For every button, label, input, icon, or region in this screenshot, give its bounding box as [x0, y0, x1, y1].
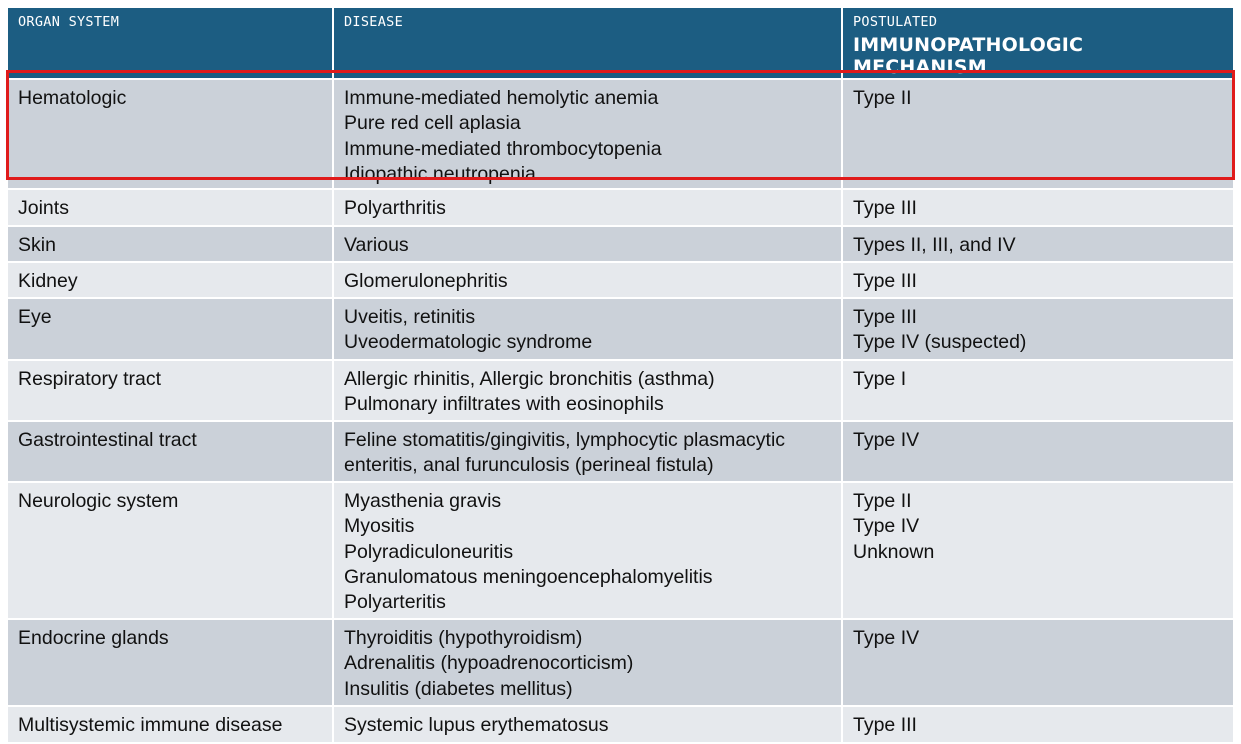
header-disease-label: DISEASE: [344, 14, 403, 30]
organ-system-text: Kidney: [18, 270, 78, 292]
disease-table-container: ORGAN SYSTEM DISEASE POSTULATED IMMUNOPA…: [8, 8, 1233, 742]
mechanism-line: Type III: [853, 270, 917, 292]
table-row: Respiratory tract Allergic rhinitis, Alle…: [8, 359, 1233, 421]
organ-system-text: Neurologic system: [18, 490, 179, 512]
header-organ-system-label: ORGAN SYSTEM: [18, 14, 120, 30]
organ-system-text: Eye: [18, 306, 52, 328]
disease-line: Polyarteritis: [344, 591, 446, 614]
organ-system-cell: Hematologic: [8, 78, 334, 189]
disease-cell: Allergic rhinitis, Allergic bronchitis (…: [333, 359, 843, 421]
disease-line: Adrenalitis (hypoadrenocorticism): [344, 652, 634, 675]
organ-system-text: Multisystemic immune disease: [18, 714, 283, 736]
disease-line: Uveodermatologic syndrome: [344, 331, 593, 354]
mechanism-line: Types II, III, and IV: [853, 234, 1016, 256]
mechanism-cell: Type III: [842, 705, 1233, 742]
organ-system-cell: Endocrine glands: [8, 618, 334, 706]
mechanism-cell: Type IV: [842, 618, 1233, 706]
disease-cell: Various: [333, 225, 843, 262]
table-row: Gastrointestinal tract Feline stomatitis/…: [8, 420, 1233, 482]
table-header: ORGAN SYSTEM DISEASE POSTULATED IMMUNOPA…: [8, 8, 1233, 79]
table-row: Endocrine glands Thyroiditis (hypothyroid…: [8, 618, 1233, 706]
header-organ-system: ORGAN SYSTEM: [8, 8, 334, 79]
disease-line: Pulmonary infiltrates with eosinophils: [344, 393, 664, 416]
mechanism-cell: Type III Type IV (suspected): [842, 297, 1233, 360]
disease-line: Myasthenia gravis: [344, 490, 502, 512]
mechanism-cell: Type III: [842, 188, 1233, 226]
disease-line: Pure red cell aplasia: [344, 112, 521, 135]
organ-system-text: Joints: [18, 197, 69, 219]
mechanism-line: Type IV (suspected): [853, 331, 1027, 354]
mechanism-line: Type I: [853, 368, 907, 390]
mechanism-cell: Types II, III, and IV: [842, 225, 1233, 262]
organ-system-cell: Multisystemic immune disease: [8, 705, 334, 742]
disease-line: Glomerulonephritis: [344, 270, 508, 292]
mechanism-line: Type IV: [853, 627, 920, 649]
mechanism-cell: Type II: [842, 78, 1233, 189]
mechanism-cell: Type IV: [842, 420, 1233, 482]
mechanism-line: Type II: [853, 87, 912, 109]
disease-cell: Myasthenia gravis Myositis Polyradiculoneu…: [333, 481, 843, 619]
mechanism-cell: Type II Type IV Unknown: [842, 481, 1233, 619]
organ-system-text: Skin: [18, 234, 56, 256]
organ-system-cell: Eye: [8, 297, 334, 360]
disease-line: Various: [344, 234, 409, 256]
disease-line: Thyroiditis (hypothyroidism): [344, 627, 583, 649]
disease-cell: Immune-mediated hemolytic anemia Pure red…: [333, 78, 843, 189]
mechanism-cell: Type III: [842, 261, 1233, 298]
header-row: ORGAN SYSTEM DISEASE POSTULATED IMMUNOPA…: [8, 8, 1233, 79]
disease-line: Immune-mediated hemolytic anemia: [344, 87, 659, 109]
table-row: Joints Polyarthritis Type III: [8, 188, 1233, 226]
header-disease: DISEASE: [333, 8, 843, 79]
organ-system-cell: Neurologic system: [8, 481, 334, 619]
mechanism-line: Type II: [853, 490, 912, 512]
organ-system-cell: Skin: [8, 225, 334, 262]
organ-system-text: Respiratory tract: [18, 368, 162, 390]
disease-line: Polyarthritis: [344, 197, 446, 219]
disease-line: Insulitis (diabetes mellitus): [344, 677, 573, 700]
organ-system-text: Gastrointestinal tract: [18, 429, 197, 451]
mechanism-line: Unknown: [853, 540, 935, 563]
table-row: Multisystemic immune disease Systemic lup…: [8, 705, 1233, 742]
organ-system-text: Endocrine glands: [18, 627, 169, 649]
table-row: Neurologic system Myasthenia gravis Myosit…: [8, 481, 1233, 619]
disease-line: enteritis, anal furunculosis (perineal f…: [344, 454, 714, 477]
header-mechanism-top-label: POSTULATED: [853, 14, 938, 30]
disease-cell: Glomerulonephritis: [333, 261, 843, 298]
organ-system-cell: Kidney: [8, 261, 334, 298]
table-row: Hematologic Immune-mediated hemolytic ane…: [8, 78, 1233, 189]
disease-line: Polyradiculoneuritis: [344, 540, 514, 563]
mechanism-line: Type III: [853, 306, 917, 328]
table-body: Hematologic Immune-mediated hemolytic ane…: [8, 78, 1233, 742]
mechanism-cell: Type I: [842, 359, 1233, 421]
disease-line: Myositis: [344, 515, 415, 538]
mechanism-line: Type IV: [853, 515, 920, 538]
organ-system-cell: Respiratory tract: [8, 359, 334, 421]
disease-cell: Polyarthritis: [333, 188, 843, 226]
disease-line: Granulomatous meningoencephalomyelitis: [344, 565, 713, 588]
header-mechanism: POSTULATED IMMUNOPATHOLOGIC MECHANISM: [842, 8, 1233, 79]
table-row: Eye Uveitis, retinitis Uveodermatologic sy…: [8, 297, 1233, 360]
disease-line: Uveitis, retinitis: [344, 306, 476, 328]
mechanism-line: Type IV: [853, 429, 920, 451]
disease-cell: Feline stomatitis/gingivitis, lymphocyti…: [333, 420, 843, 482]
disease-line: Idiopathic neutropenia: [344, 162, 536, 185]
disease-cell: Thyroiditis (hypothyroidism) Adrenalitis …: [333, 618, 843, 706]
disease-line: Feline stomatitis/gingivitis, lymphocyti…: [344, 429, 786, 451]
disease-line: Allergic rhinitis, Allergic bronchitis (…: [344, 368, 715, 390]
table-row: Kidney Glomerulonephritis Type III: [8, 261, 1233, 298]
organ-system-text: Hematologic: [18, 87, 127, 109]
disease-line: Immune-mediated thrombocytopenia: [344, 137, 662, 160]
organ-system-cell: Joints: [8, 188, 334, 226]
mechanism-line: Type III: [853, 714, 917, 736]
disease-line: Systemic lupus erythematosus: [344, 714, 609, 736]
disease-cell: Systemic lupus erythematosus: [333, 705, 843, 742]
immune-disease-table: ORGAN SYSTEM DISEASE POSTULATED IMMUNOPA…: [8, 8, 1233, 742]
mechanism-line: Type III: [853, 197, 917, 219]
organ-system-cell: Gastrointestinal tract: [8, 420, 334, 482]
disease-cell: Uveitis, retinitis Uveodermatologic syndr…: [333, 297, 843, 360]
header-mechanism-bottom-label: IMMUNOPATHOLOGIC MECHANISM: [853, 34, 1084, 78]
table-row: Skin Various Types II, III, and IV: [8, 225, 1233, 262]
